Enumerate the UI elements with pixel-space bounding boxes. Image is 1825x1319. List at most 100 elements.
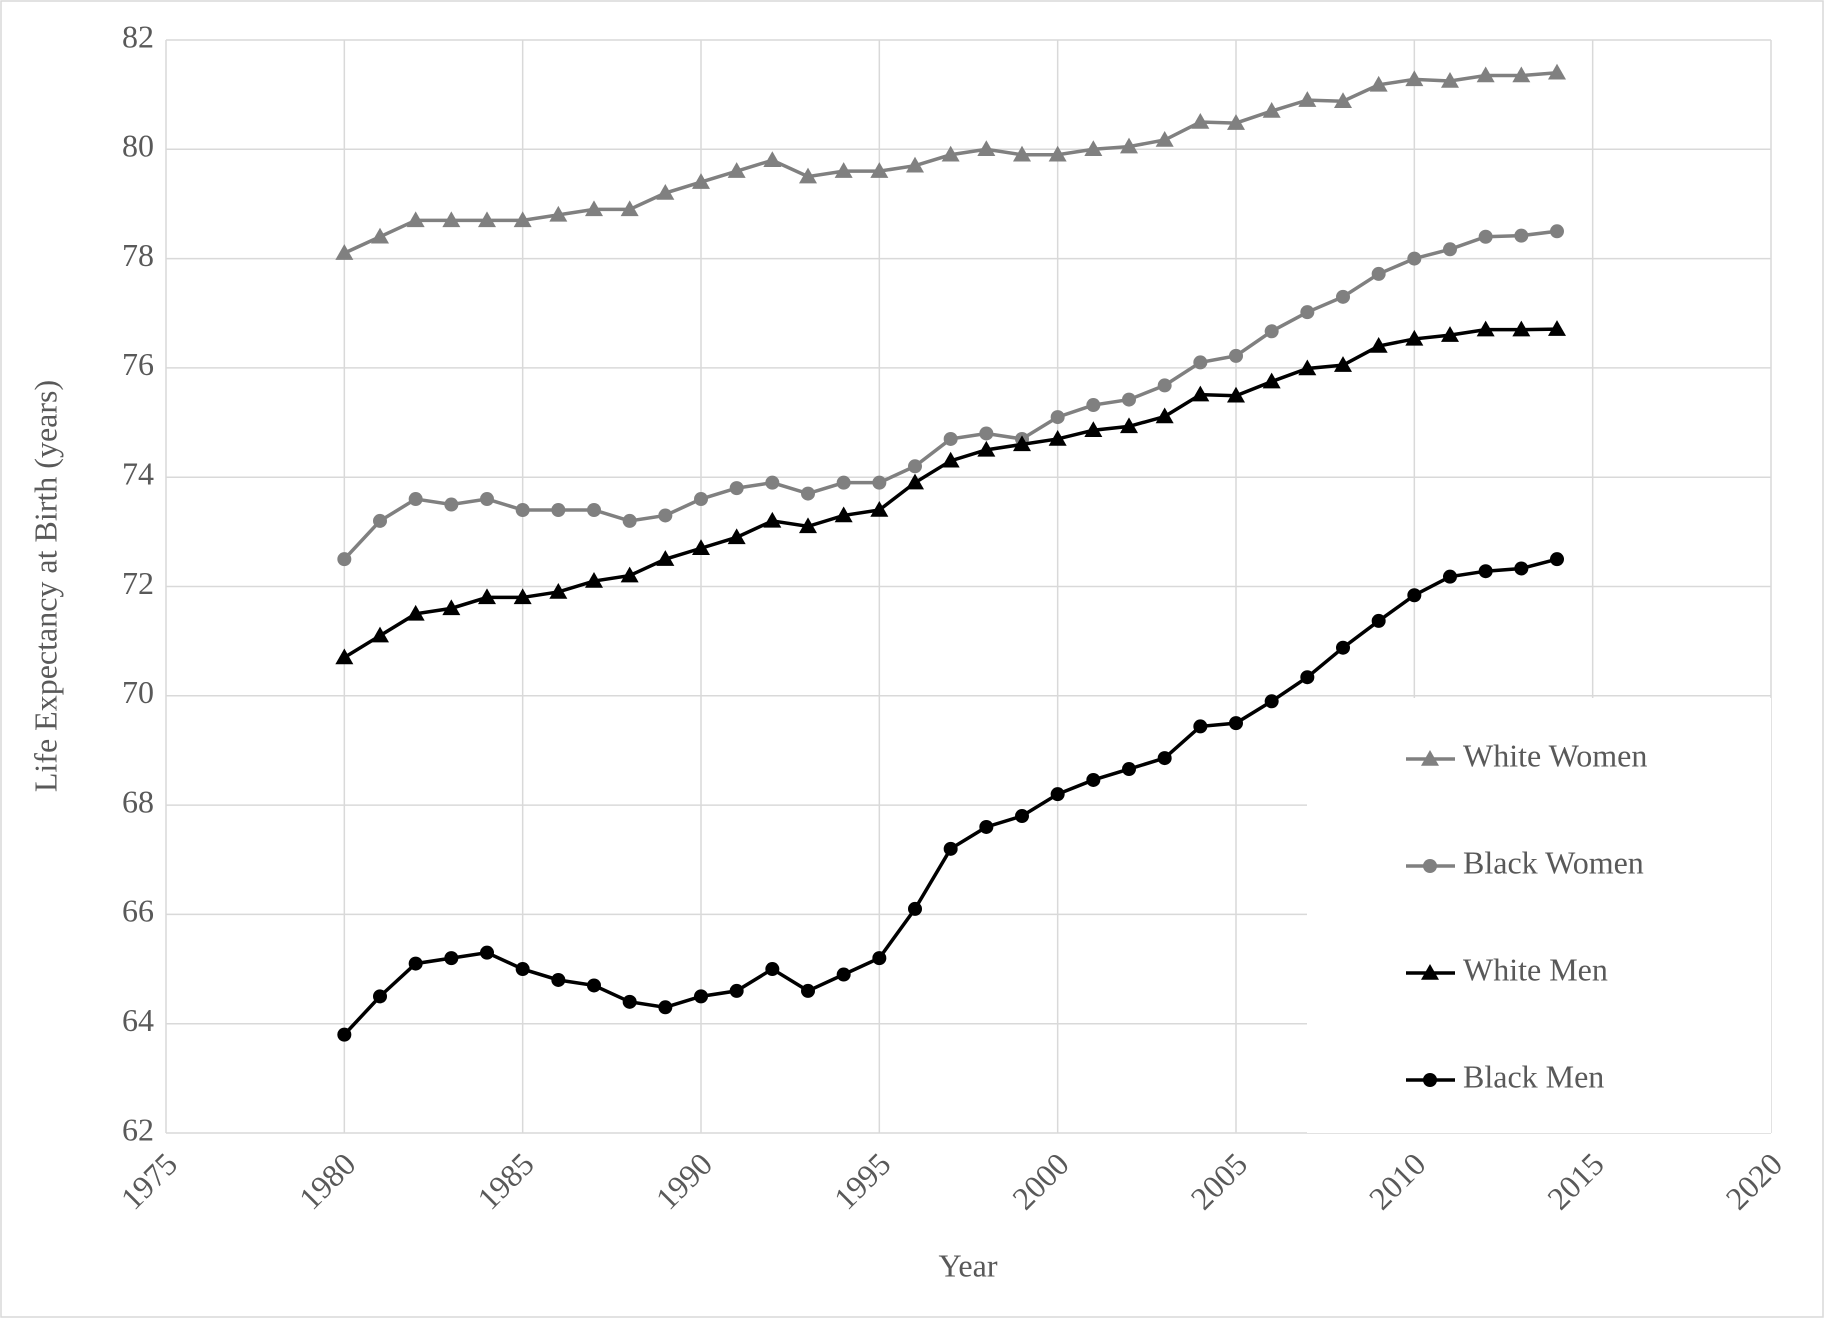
y-tick-label: 66 [122,893,154,929]
marker [1443,569,1457,584]
marker [1122,392,1136,407]
marker [1229,348,1243,363]
marker [1369,75,1388,92]
y-tick-label: 80 [122,128,154,164]
marker [408,492,423,507]
marker [513,211,532,228]
marker [1262,372,1281,389]
marker [1157,751,1172,766]
legend-label: Black Men [1463,1058,1604,1094]
marker [337,1027,352,1042]
marker [977,140,996,157]
marker [337,552,352,567]
marker [444,951,459,966]
marker [1441,326,1459,342]
marker [1086,772,1101,787]
marker [1229,716,1243,731]
marker [551,972,566,987]
marker [727,162,746,178]
marker [1334,92,1352,108]
marker [1512,320,1531,337]
marker [1548,63,1566,80]
marker [1013,145,1031,162]
y-tick-label: 78 [122,237,154,273]
marker [1048,429,1067,446]
marker [870,500,889,517]
marker [478,588,496,605]
marker [1191,112,1210,129]
y-axis-label: Life Expectancy at Birth (years) [27,380,63,792]
marker [549,582,568,599]
marker [1084,421,1103,437]
marker [872,475,887,490]
marker [1015,809,1029,824]
marker [1120,137,1138,154]
marker [763,511,782,528]
marker [694,989,708,1004]
marker [1227,114,1245,130]
y-tick-label: 62 [122,1111,154,1147]
marker [977,440,996,457]
marker [727,528,746,545]
legend-marker [1421,750,1439,766]
marker [444,497,459,512]
marker [1262,102,1281,118]
marker [1191,385,1210,402]
legend-label: Black Women [1463,844,1644,880]
marker [694,492,708,507]
marker [906,156,924,173]
marker [834,506,853,523]
marker [658,1000,673,1015]
marker [656,184,675,200]
y-tick-label: 74 [122,456,154,492]
marker [373,513,387,528]
marker [1550,552,1564,567]
marker [1300,670,1315,685]
marker [765,962,780,977]
marker [513,588,532,605]
marker [801,486,815,501]
x-axis-label: Year [939,1247,998,1283]
marker [1298,91,1317,107]
marker [620,566,639,583]
marker [801,983,815,998]
marker [587,502,601,517]
y-tick-label: 64 [122,1002,154,1038]
marker [1405,329,1424,346]
marker [1476,66,1495,83]
legend-label: White Men [1463,951,1608,987]
marker [442,211,461,228]
marker [1086,398,1101,413]
marker [442,599,461,616]
marker [1193,719,1208,734]
marker [872,951,887,966]
marker [371,227,389,244]
marker [1048,145,1067,162]
marker [1227,386,1245,403]
marker [941,451,960,468]
marker [478,211,496,228]
marker [834,162,853,178]
marker [480,492,494,507]
marker [587,978,601,993]
marker [1441,71,1459,88]
marker [1476,320,1495,337]
marker [692,173,710,189]
marker [335,648,354,665]
marker [1405,70,1424,87]
marker [1157,378,1172,393]
marker [1550,224,1564,239]
marker [1336,289,1350,304]
marker [1084,140,1103,157]
marker [943,431,958,446]
marker [1264,324,1279,339]
y-tick-label: 70 [122,674,154,710]
marker [763,151,782,167]
marker [585,572,603,588]
marker [1050,787,1065,802]
marker [656,550,675,566]
marker [622,513,637,528]
marker [1050,410,1065,425]
